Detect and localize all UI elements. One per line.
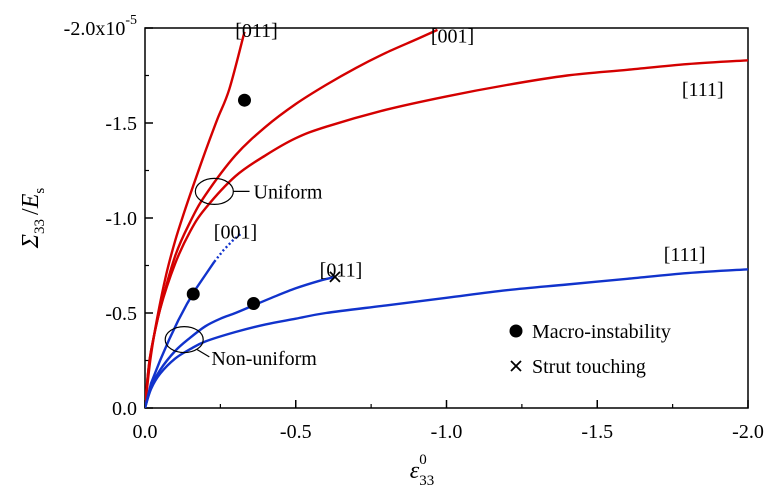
series-label-uniform-1: [001]: [431, 26, 474, 48]
x-tick-label: -1.5: [581, 421, 613, 443]
series-label-uniform-0: [011]: [235, 20, 278, 42]
legend-macro-instability-marker: [509, 324, 523, 338]
series-label-non_uniform-5: [111]: [664, 244, 706, 266]
y-tick-label: -1.0: [105, 208, 137, 230]
y-scale-note: x10: [95, 18, 125, 40]
series-label-uniform-2: [111]: [682, 79, 724, 101]
y-tick-label: -2.0x10-5: [64, 13, 137, 40]
x-axis: 0.0 -0.5 -1.0 -1.5 -2.0: [133, 400, 764, 443]
series-line-non_uniform-4: [145, 275, 336, 408]
series-label-non_uniform-3: [001]: [214, 221, 257, 243]
macro-instability-marker: [186, 287, 200, 301]
strut-touching-marker: [329, 271, 341, 283]
non-uniform-label: Non-uniform: [211, 348, 317, 370]
legend-strut-touching-marker: [510, 360, 522, 372]
y-tick-label: -1.5: [105, 113, 137, 135]
y-axis-label: Σ33/Es: [18, 188, 48, 250]
uniform-label: Uniform: [254, 181, 323, 203]
y-tick-label: 0.0: [112, 398, 137, 420]
legend: Macro-instability Strut touching: [509, 321, 671, 378]
x-tick-label: -0.5: [280, 421, 312, 443]
macro-instability-marker: [247, 297, 261, 310]
uniform-annotation: Uniform: [194, 177, 323, 205]
y-tick-label: -0.5: [105, 303, 137, 325]
marker-layer: [186, 93, 341, 310]
series-line-uniform-2: [145, 59, 748, 408]
legend-strut-touching-label: Strut touching: [532, 356, 646, 378]
non-uniform-ellipse: [164, 326, 204, 354]
non-uniform-annotation: Non-uniform: [164, 326, 317, 370]
y-scale-exponent: -5: [125, 13, 137, 28]
series-label-non_uniform-4: [011]: [320, 259, 363, 281]
legend-macro-instability-label: Macro-instability: [532, 321, 671, 343]
x-axis-label: ε330: [410, 452, 434, 489]
series-line-non_uniform-5: [145, 268, 748, 408]
series-layer: [145, 28, 748, 408]
series-line-non_uniform-3: [145, 261, 216, 408]
series-labels: [011] [001] [111] [001] [011] [111]: [214, 20, 724, 281]
macro-instability-marker: [237, 93, 251, 107]
y-axis: 0.0 -0.5 -1.0 -1.5 -2.0x10-5: [64, 13, 153, 420]
x-tick-label: -1.0: [431, 421, 463, 443]
non-uniform-leader-line: [196, 349, 210, 358]
x-tick-label: -2.0: [732, 421, 764, 443]
x-tick-label: 0.0: [133, 421, 158, 443]
